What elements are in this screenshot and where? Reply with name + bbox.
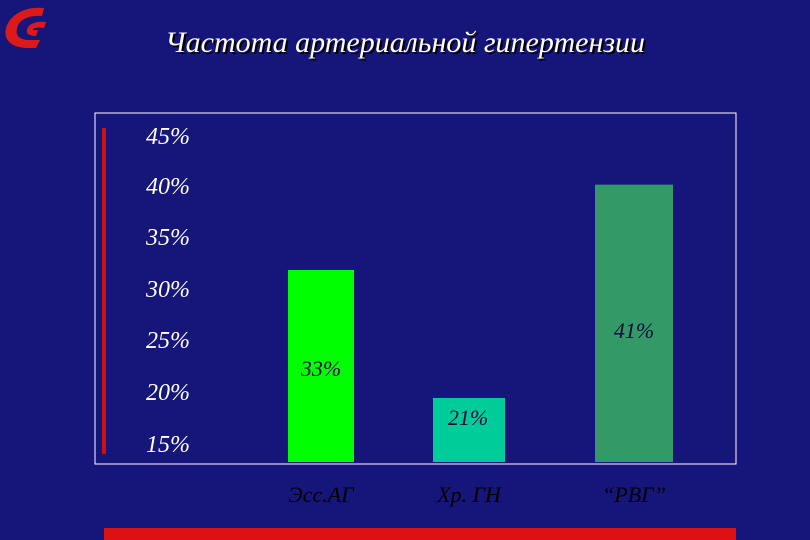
plot-frame (94, 112, 737, 465)
slide-title: Частота артериальной гипертензии (164, 26, 646, 59)
y-tick-label: 25% (146, 328, 190, 354)
y-tick-label: 40% (146, 174, 190, 200)
red-swoosh-logo-icon (5, 7, 46, 48)
category-label: Эсс.АГ (288, 482, 355, 507)
bar (288, 270, 354, 462)
bar (433, 398, 505, 462)
data-label: 33% (300, 356, 341, 381)
y-tick-label: 35% (145, 225, 190, 251)
data-label: 41% (614, 318, 654, 343)
accent-vertical-line (102, 128, 106, 454)
category-label: “РВГ” (602, 482, 666, 507)
category-label: Хр. ГН (436, 482, 502, 507)
accent-bottom-bar (104, 528, 736, 540)
y-tick-label: 15% (146, 432, 190, 458)
y-tick-label: 30% (145, 277, 190, 303)
y-tick-label: 20% (146, 380, 190, 406)
bar (595, 184, 673, 462)
data-label: 21% (448, 405, 488, 430)
y-tick-label: 45% (146, 124, 190, 150)
